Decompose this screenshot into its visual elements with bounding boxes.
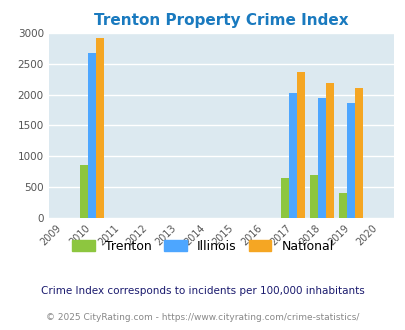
Bar xyxy=(346,103,354,218)
Title: Trenton Property Crime Index: Trenton Property Crime Index xyxy=(94,13,348,28)
Bar xyxy=(309,175,317,218)
Bar xyxy=(354,88,362,218)
Text: Crime Index corresponds to incidents per 100,000 inhabitants: Crime Index corresponds to incidents per… xyxy=(41,286,364,296)
Bar xyxy=(296,72,305,218)
Text: © 2025 CityRating.com - https://www.cityrating.com/crime-statistics/: © 2025 CityRating.com - https://www.city… xyxy=(46,313,359,322)
Bar xyxy=(317,98,325,218)
Bar xyxy=(96,38,104,218)
Legend: Trenton, Illinois, National: Trenton, Illinois, National xyxy=(67,235,338,258)
Bar xyxy=(325,83,333,218)
Bar xyxy=(79,165,87,218)
Bar xyxy=(288,93,296,218)
Bar xyxy=(338,193,346,218)
Bar xyxy=(87,53,96,218)
Bar xyxy=(280,179,288,218)
